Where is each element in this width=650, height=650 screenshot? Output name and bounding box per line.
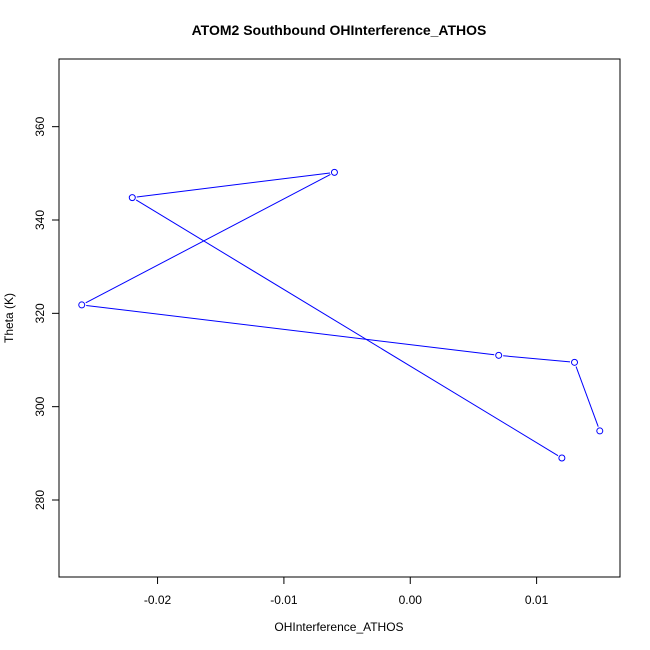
y-tick-label: 340	[33, 210, 47, 230]
series-segment	[503, 355, 571, 363]
plot-frame	[58, 58, 621, 578]
y-tick-label: 320	[33, 303, 47, 323]
data-point	[596, 427, 604, 435]
series-segment	[135, 199, 559, 457]
series-segment	[136, 172, 331, 198]
y-tick-label: 360	[33, 116, 47, 136]
x-axis: -0.02 -0.01 0.00 0.01	[144, 576, 549, 607]
chart-title: ATOM2 Southbound OHInterference_ATHOS	[192, 22, 487, 38]
data-point	[78, 301, 86, 309]
data-point	[571, 358, 579, 366]
data-point	[495, 351, 503, 359]
x-tick-label: 0.00	[399, 593, 423, 607]
x-axis-label: OHInterference_ATHOS	[274, 620, 403, 634]
data-point	[128, 194, 136, 202]
series-layer	[78, 168, 604, 462]
y-tick-label: 280	[33, 490, 47, 510]
x-tick-label: -0.02	[144, 593, 172, 607]
x-tick-label: -0.01	[270, 593, 298, 607]
y-axis-label: Theta (K)	[2, 293, 16, 343]
data-point	[330, 168, 338, 176]
series-segment	[86, 304, 495, 356]
data-point	[558, 454, 566, 462]
series-segment	[85, 174, 331, 304]
y-tick-label: 300	[33, 396, 47, 416]
x-tick-label: 0.01	[525, 593, 549, 607]
y-axis: 280 300 320 340 360	[33, 116, 60, 510]
series-segment	[575, 366, 599, 427]
